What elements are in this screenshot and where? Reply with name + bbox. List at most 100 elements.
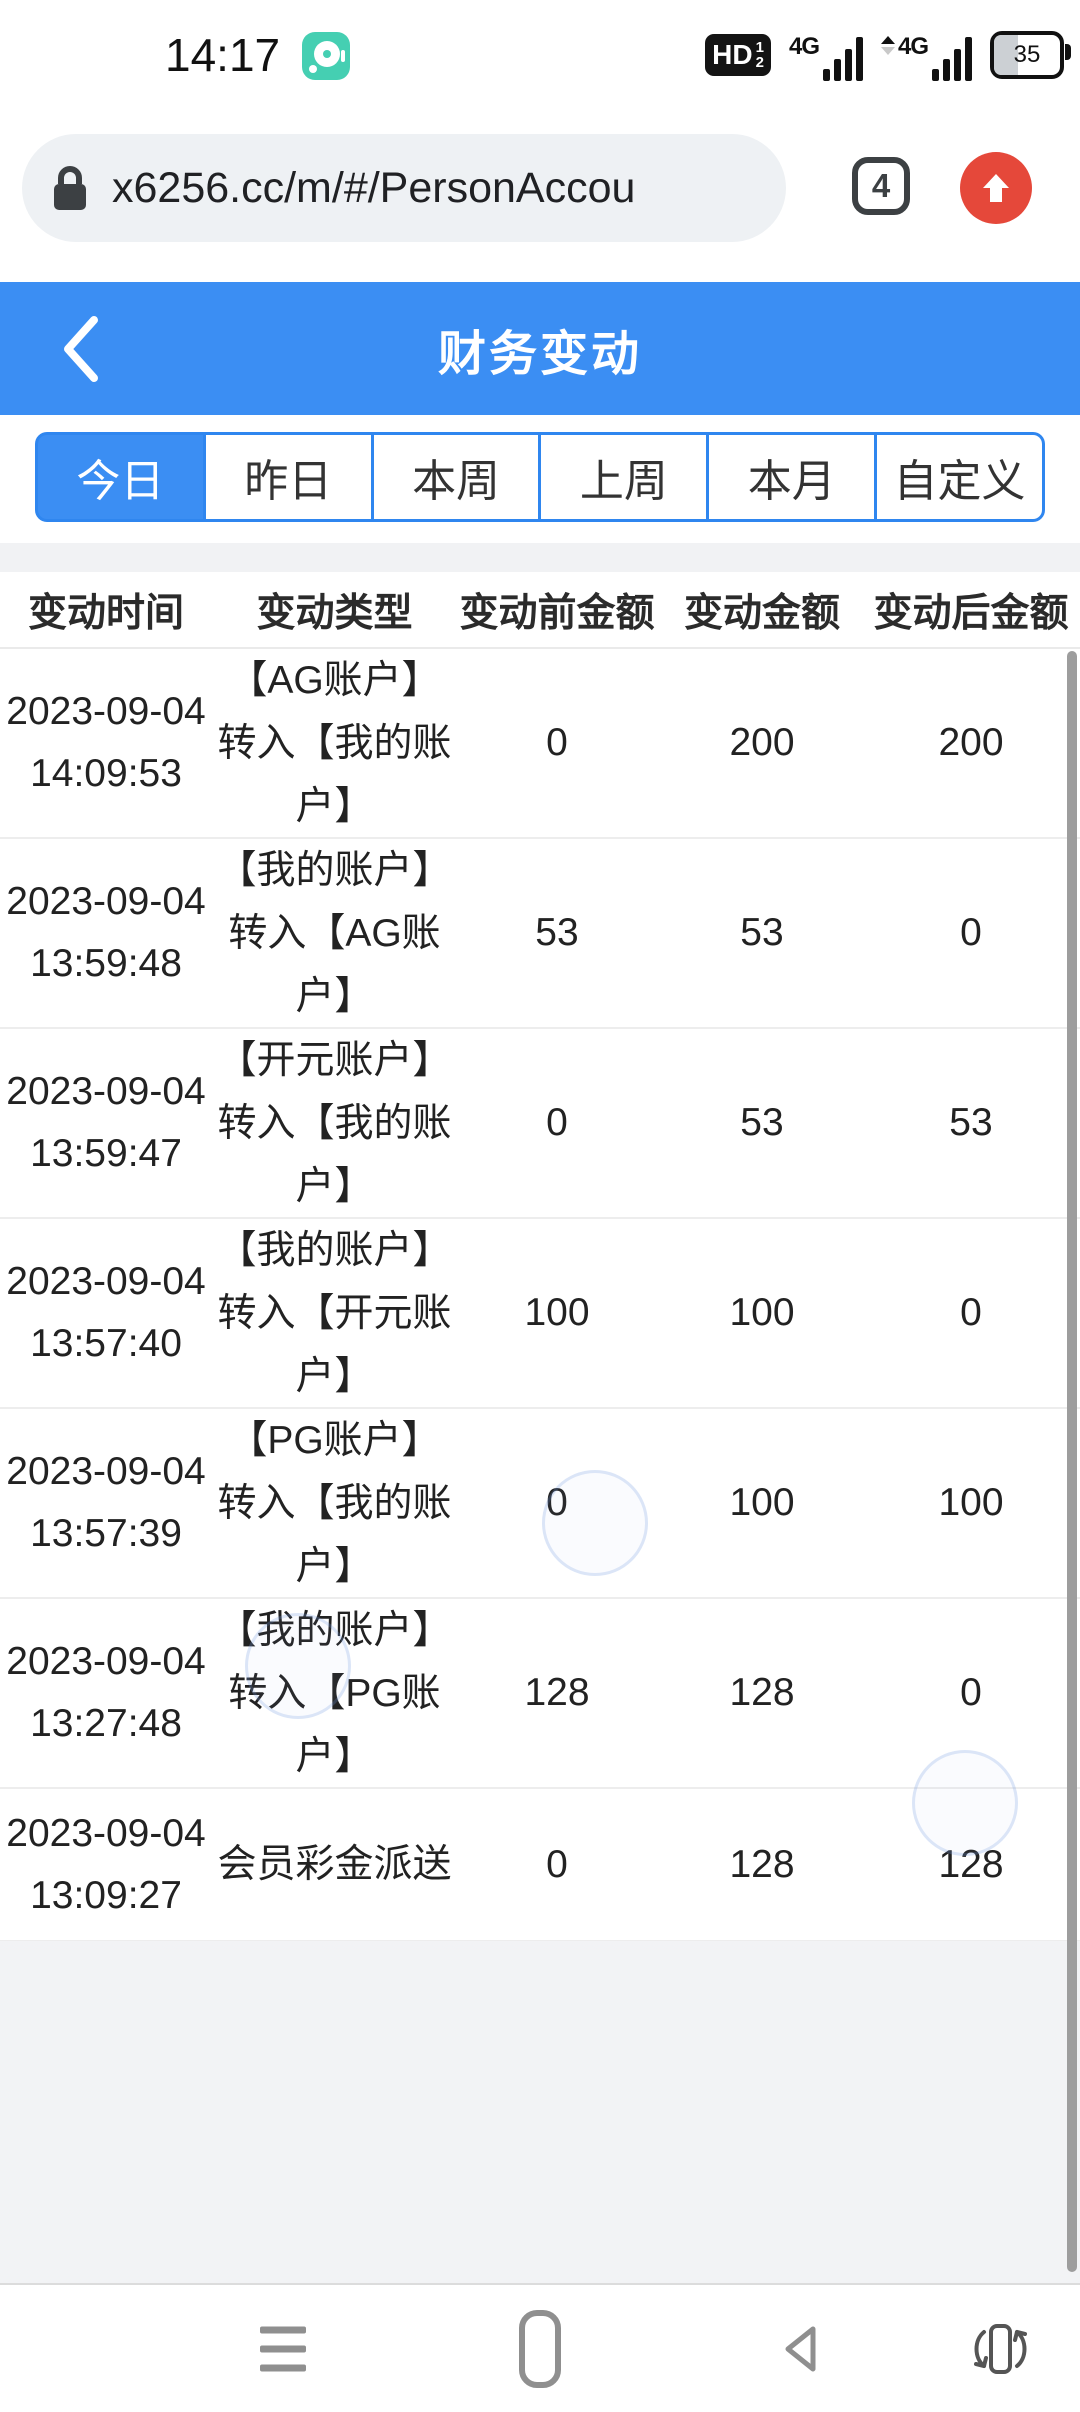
amount-change: 53 <box>740 1101 784 1144</box>
change-time: 2023-09-04 14:09:53 <box>0 681 212 805</box>
system-nav-bar <box>0 2283 1080 2412</box>
notification-app-icon <box>302 32 350 80</box>
col-header-after: 变动后金额 <box>873 591 1069 635</box>
tab-count: 4 <box>871 167 891 204</box>
page-header: 财务变动 <box>0 282 1080 415</box>
amount-change: 53 <box>740 911 784 954</box>
transactions-list: 2023-09-04 14:09:53 【AG账户】转入【我的账户】 0 200… <box>0 649 1080 1942</box>
back-chevron-icon[interactable] <box>58 314 102 384</box>
hd-sim2: 2 <box>755 54 764 71</box>
battery-fill <box>994 35 1018 75</box>
rotate-icon[interactable] <box>967 2318 1033 2380</box>
change-clock: 13:57:40 <box>30 1322 182 1365</box>
amount-before: 100 <box>524 1291 590 1334</box>
table-row: 2023-09-04 13:57:39 【PG账户】转入【我的账户】 0 100… <box>0 1409 1080 1599</box>
back-icon[interactable] <box>777 2322 823 2376</box>
change-type: 【我的账户】转入【开元账户】 <box>217 1228 452 1398</box>
table-row: 2023-09-04 14:09:53 【AG账户】转入【我的账户】 0 200… <box>0 649 1080 839</box>
touch-ripple <box>245 1613 351 1719</box>
app-icon-exclamation <box>341 50 345 62</box>
clock: 14:17 <box>165 29 281 81</box>
sim2-signal-icon: 4G <box>880 29 972 81</box>
amount-change: 128 <box>729 1671 795 1714</box>
sim2-signal-bars <box>932 37 972 81</box>
change-clock: 13:57:39 <box>30 1512 182 1555</box>
page-background <box>0 1941 1080 2283</box>
amount-before: 53 <box>535 911 579 954</box>
touch-ripple <box>542 1470 648 1576</box>
hd-sim-numbers: 1 2 <box>756 40 764 70</box>
change-time: 2023-09-04 13:57:39 <box>0 1441 212 1565</box>
address-bar[interactable]: x6256.cc/m/#/PersonAccou <box>22 134 786 242</box>
lock-icon <box>54 166 86 210</box>
amount-change: 100 <box>729 1291 795 1334</box>
col-header-amount: 变动金额 <box>683 591 840 635</box>
amount-after: 0 <box>960 1291 982 1334</box>
page-title: 财务变动 <box>437 327 642 381</box>
amount-after: 200 <box>938 721 1004 764</box>
tab-this-week[interactable]: 本周 <box>373 432 542 522</box>
col-header-type: 变动类型 <box>256 591 413 635</box>
hd-sim1: 1 <box>755 39 764 56</box>
col-header-before: 变动前金额 <box>459 591 655 635</box>
amount-before: 0 <box>546 1101 568 1144</box>
table-row: 2023-09-04 13:57:40 【我的账户】转入【开元账户】 100 1… <box>0 1219 1080 1409</box>
change-clock: 13:27:48 <box>30 1702 182 1745</box>
change-date: 2023-09-04 <box>6 690 206 733</box>
change-date: 2023-09-04 <box>6 1811 206 1855</box>
tab-yesterday[interactable]: 昨日 <box>205 432 374 522</box>
date-filter-tabs: 今日 昨日 本周 上周 本月 自定义 <box>35 432 1045 522</box>
amount-change: 100 <box>729 1481 795 1524</box>
tab-switcher-button[interactable]: 4 <box>852 157 910 215</box>
touch-ripple <box>912 1750 1018 1856</box>
amount-after: 0 <box>960 911 982 954</box>
change-clock: 13:59:48 <box>30 942 182 985</box>
sim1-signal-bars <box>822 37 863 81</box>
table-row: 2023-09-04 13:27:48 【我的账户】转入【PG账户】 128 1… <box>0 1599 1080 1789</box>
change-type: 会员彩金派送 <box>217 1843 452 1886</box>
change-type: 【开元账户】转入【我的账户】 <box>217 1038 452 1208</box>
hd-label: HD <box>712 39 753 70</box>
hd-voice-icon: HD 1 2 <box>705 34 771 76</box>
change-date: 2023-09-04 <box>6 880 206 923</box>
tab-last-week[interactable]: 上周 <box>541 432 710 522</box>
data-activity-icon <box>880 36 895 55</box>
change-time: 2023-09-04 13:57:40 <box>0 1251 212 1375</box>
battery-icon: 35 <box>990 31 1071 79</box>
change-date: 2023-09-04 <box>6 1450 206 1493</box>
amount-before: 128 <box>524 1671 590 1714</box>
amount-after: 0 <box>960 1671 982 1714</box>
status-icons: HD 1 2 4G 4G 35 <box>705 0 1071 110</box>
home-icon[interactable] <box>519 2309 561 2388</box>
sim2-network-label: 4G <box>897 33 929 60</box>
change-time: 2023-09-04 13:27:48 <box>0 1631 212 1755</box>
scrollbar-thumb[interactable] <box>1067 651 1077 2272</box>
app-icon-dot <box>314 41 340 67</box>
tab-custom[interactable]: 自定义 <box>877 432 1045 522</box>
browser-update-button[interactable] <box>960 152 1032 224</box>
amount-change: 128 <box>729 1842 795 1886</box>
amount-before: 0 <box>546 721 568 764</box>
change-time: 2023-09-04 13:59:47 <box>0 1061 212 1185</box>
change-type: 【AG账户】转入【我的账户】 <box>217 658 452 828</box>
tab-today[interactable]: 今日 <box>35 432 206 522</box>
table-row: 2023-09-04 13:59:47 【开元账户】转入【我的账户】 0 53 … <box>0 1029 1080 1219</box>
change-time: 2023-09-04 13:59:48 <box>0 871 212 995</box>
change-type: 【PG账户】转入【我的账户】 <box>217 1418 452 1588</box>
arrow-up-icon <box>983 174 1009 202</box>
table-row: 2023-09-04 13:59:48 【我的账户】转入【AG账户】 53 53… <box>0 839 1080 1029</box>
change-time: 2023-09-04 13:09:27 <box>0 1803 212 1927</box>
sim1-network-label: 4G <box>788 33 820 60</box>
change-date: 2023-09-04 <box>6 1640 206 1683</box>
amount-change: 200 <box>729 721 795 764</box>
change-clock: 13:59:47 <box>30 1132 182 1175</box>
amount-after: 53 <box>949 1101 993 1144</box>
tab-this-month[interactable]: 本月 <box>709 432 878 522</box>
status-bar: 14:17 HD 1 2 4G 4G <box>0 0 1080 110</box>
app-icon-small-dot <box>309 65 317 73</box>
change-date: 2023-09-04 <box>6 1070 206 1113</box>
menu-icon[interactable] <box>260 2326 306 2371</box>
change-type: 【我的账户】转入【AG账户】 <box>217 848 452 1018</box>
divider-strip <box>0 543 1080 572</box>
